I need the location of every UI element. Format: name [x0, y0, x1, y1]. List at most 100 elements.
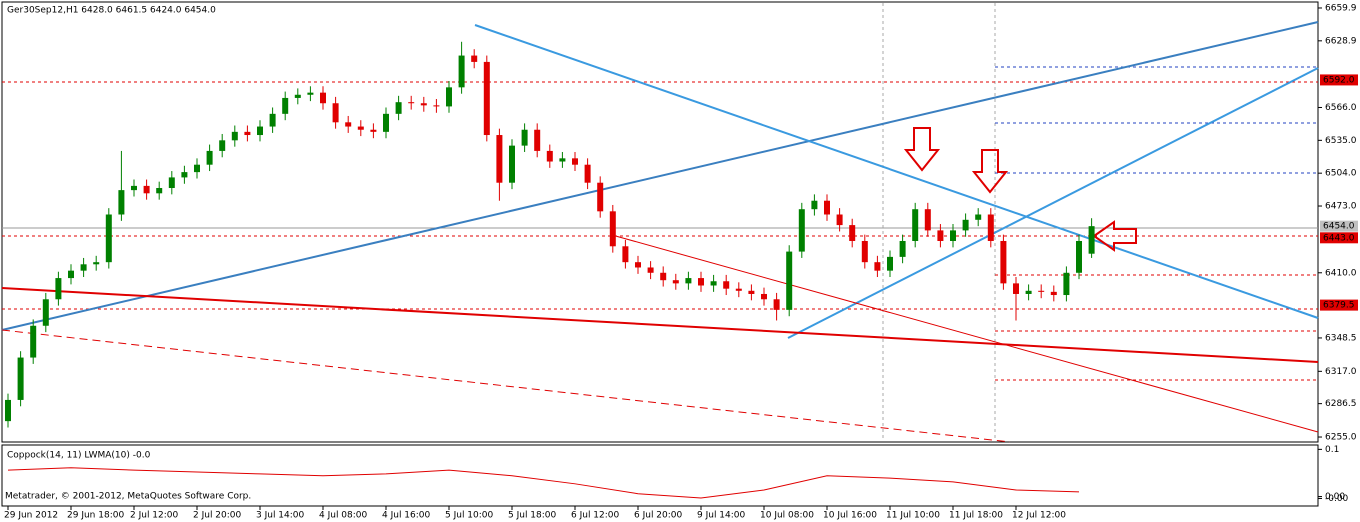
price-label: 6443.0 — [1323, 233, 1355, 243]
candle-body — [572, 158, 578, 165]
candle-body — [446, 87, 452, 107]
x-tick-label: 11 Jul 18:00 — [949, 511, 1003, 521]
price-label: 6379.5 — [1323, 301, 1355, 311]
trend-line — [1, 287, 1319, 363]
x-tick-label: 29 Jun 2012 — [4, 511, 58, 521]
y-tick-label: 6566.0 — [1325, 103, 1357, 113]
candle-body — [1063, 272, 1070, 296]
y-tick-label: 6255.0 — [1325, 433, 1357, 443]
candle-body — [370, 129, 377, 132]
candle-body — [635, 262, 641, 268]
price-label-box — [1320, 74, 1358, 86]
candle-body — [962, 219, 969, 231]
candle-body — [257, 126, 263, 136]
candle-body — [244, 131, 251, 136]
y-tick-label: 6504.0 — [1325, 169, 1357, 179]
candle-body — [1050, 291, 1057, 296]
x-tick-label: 4 Jul 08:00 — [319, 511, 368, 521]
candle-body — [408, 102, 415, 104]
candle-body — [975, 214, 982, 220]
y-tick-label: 6628.9 — [1325, 36, 1357, 46]
arrow — [1092, 220, 1137, 252]
candle-body — [874, 262, 881, 271]
candle-body — [622, 246, 629, 263]
candle-body — [912, 209, 919, 241]
candle-body — [584, 164, 591, 183]
price-label-box — [1320, 232, 1358, 244]
candle-body — [496, 135, 503, 183]
x-tick-label: 10 Jul 08:00 — [760, 511, 814, 521]
x-tick-label: 5 Jul 18:00 — [508, 511, 557, 521]
price-label: 6454.0 — [1323, 222, 1355, 232]
candle-body — [597, 182, 604, 212]
candle-body — [471, 55, 478, 62]
arrow — [903, 127, 941, 172]
candle-body — [5, 399, 11, 422]
candle-body — [559, 158, 566, 162]
chart-title: Ger30Sep12,H1 6428.0 6461.5 6424.0 6454.… — [7, 6, 216, 16]
x-tick-label: 11 Jul 10:00 — [886, 511, 940, 521]
candle-body — [1025, 290, 1032, 294]
y-tick-label: 0.1 — [1325, 445, 1339, 455]
candle-body — [773, 299, 780, 310]
candle-body — [345, 122, 352, 127]
candle-body — [357, 126, 364, 130]
candle-body — [17, 357, 24, 400]
price-label-box — [1320, 299, 1358, 311]
candle-body — [30, 325, 37, 358]
y-tick-label: 6535.0 — [1325, 136, 1357, 146]
candle-body — [1088, 226, 1095, 254]
candle-body — [723, 281, 730, 289]
candle-body — [1000, 240, 1007, 284]
candle-body — [1038, 290, 1045, 292]
candle-body — [849, 225, 856, 241]
candle-body — [861, 240, 868, 263]
candle-body — [950, 230, 956, 241]
candle-body — [458, 55, 465, 88]
x-tick-label: 10 Jul 16:00 — [823, 511, 877, 521]
candle-body — [231, 131, 238, 141]
trend-line — [1, 21, 1319, 331]
candle-body — [320, 92, 326, 104]
candle-body — [269, 113, 276, 127]
trend-line — [1, 329, 1011, 443]
x-tick-label: 29 Jun 18:00 — [67, 511, 124, 521]
x-tick-label: 9 Jul 14:00 — [697, 511, 746, 521]
candle-body — [836, 214, 843, 226]
candle-body — [383, 113, 389, 132]
candle-body — [483, 61, 490, 136]
candle-body — [156, 188, 163, 194]
candle-body — [219, 140, 226, 151]
candle-body — [68, 270, 74, 279]
indicator-line — [7, 467, 1080, 499]
candle-body — [824, 200, 830, 215]
arrow — [971, 149, 1009, 194]
copyright: Metatrader, © 2001-2012, MetaQuotes Soft… — [5, 492, 251, 502]
candle-body — [798, 209, 805, 252]
candle-body — [609, 211, 616, 247]
y-tick-label: 6348.5 — [1325, 333, 1357, 343]
candle-body — [710, 281, 717, 286]
candle-body — [685, 278, 692, 284]
candle-body — [168, 177, 175, 189]
indicator-title: Coppock(14, 11) LWMA(10) -0.0 — [7, 451, 151, 461]
candle-body — [899, 240, 906, 257]
candle-body — [647, 267, 654, 273]
x-tick-label: 2 Jul 12:00 — [130, 511, 179, 521]
candle-body — [294, 94, 301, 98]
trend-line — [474, 24, 1319, 319]
price-label: 6592.0 — [1323, 75, 1355, 85]
x-tick-label: 3 Jul 14:00 — [256, 511, 305, 521]
candle-body — [1013, 283, 1019, 294]
candle-body — [509, 145, 515, 183]
candle-body — [534, 129, 541, 151]
trend-line — [787, 67, 1319, 339]
x-tick-label: 2 Jul 20:00 — [193, 511, 242, 521]
candle-body — [131, 185, 137, 191]
indicator-panel — [1, 444, 1319, 507]
price-label-box — [1320, 220, 1358, 232]
candle-body — [786, 251, 793, 310]
candle-body — [395, 102, 402, 114]
candle-body — [420, 103, 427, 106]
